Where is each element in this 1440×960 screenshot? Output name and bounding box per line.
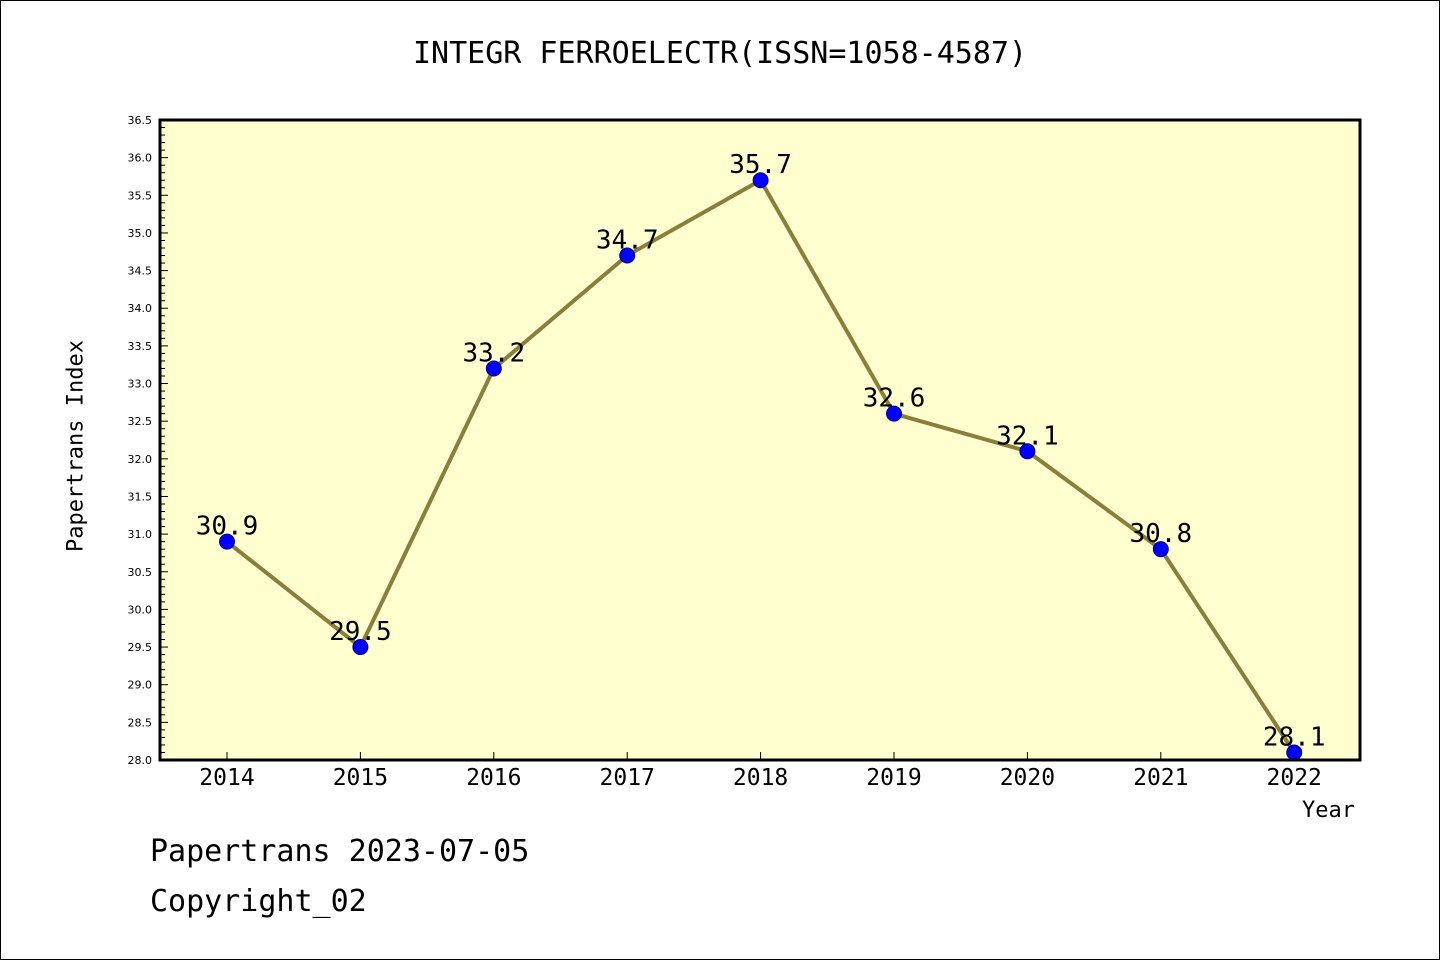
data-point xyxy=(485,360,502,377)
x-tick-label: 2014 xyxy=(199,765,254,791)
x-axis-label: Year xyxy=(1302,798,1355,823)
data-label: 30.8 xyxy=(1129,519,1192,549)
data-point xyxy=(1152,541,1169,558)
y-tick-label: 29.0 xyxy=(128,679,153,692)
x-tick-label: 2016 xyxy=(466,765,521,791)
data-point xyxy=(619,247,636,264)
data-point xyxy=(752,172,769,189)
y-tick-label: 34.5 xyxy=(128,265,153,278)
y-tick-label: 31.5 xyxy=(128,490,153,503)
chart-title: INTEGR FERROELECTR(ISSN=1058-4587) xyxy=(412,36,1028,71)
footer-date-line: Papertrans 2023-07-05 xyxy=(150,834,530,869)
data-label: 32.1 xyxy=(996,421,1059,451)
y-tick-label: 35.0 xyxy=(128,227,153,240)
plot-area xyxy=(160,120,1360,760)
y-tick-label: 28.5 xyxy=(128,716,153,729)
y-tick-label: 34.0 xyxy=(128,302,153,315)
y-tick-label: 33.5 xyxy=(128,340,153,353)
y-tick-label: 32.5 xyxy=(128,415,153,428)
plot-border xyxy=(158,118,1362,762)
series-group: 30.9 29.5 33.2 34.7 35.7 32.6 32.1 30.8 28.1 xyxy=(196,150,1326,761)
y-tick-label: 35.5 xyxy=(128,189,153,202)
y-tick-label: 36.5 xyxy=(128,114,153,127)
data-label: 28.1 xyxy=(1263,722,1326,752)
y-axis-ticks: 28.0 28.5 29.0 29.5 30.0 30.5 31.0 31.5 32.0 32.5… xyxy=(128,114,168,767)
data-point xyxy=(1019,443,1036,460)
y-tick-label: 36.0 xyxy=(128,152,153,165)
y-tick-label: 32.0 xyxy=(128,453,153,466)
y-tick-label: 33.0 xyxy=(128,378,153,391)
footer-copyright-line: Copyright_02 xyxy=(150,884,367,919)
x-tick-label: 2015 xyxy=(333,765,388,791)
data-point xyxy=(352,639,369,656)
data-point xyxy=(219,533,235,550)
x-tick-label: 2018 xyxy=(733,765,788,791)
data-label: 34.7 xyxy=(596,226,659,256)
y-tick-label: 30.0 xyxy=(128,603,153,616)
y-tick-label: 28.0 xyxy=(128,754,153,767)
data-label: 33.2 xyxy=(462,338,525,368)
data-label: 29.5 xyxy=(329,617,392,647)
data-label: 35.7 xyxy=(729,150,792,180)
data-point xyxy=(886,405,902,422)
x-tick-label: 2017 xyxy=(600,765,655,791)
x-tick-label: 2019 xyxy=(866,765,921,791)
x-tick-label: 2022 xyxy=(1267,765,1322,791)
y-tick-label: 30.5 xyxy=(128,566,153,579)
y-tick-label: 29.5 xyxy=(128,641,153,654)
data-label: 30.9 xyxy=(196,512,259,542)
y-tick-label: 31.0 xyxy=(128,528,153,541)
x-tick-label: 2020 xyxy=(1000,765,1055,791)
x-tick-label: 2021 xyxy=(1133,765,1188,791)
data-label: 32.6 xyxy=(863,384,926,414)
x-axis-ticks: 2014 2015 2016 2017 2018 2019 2020 2021 2022 xyxy=(199,752,1322,791)
